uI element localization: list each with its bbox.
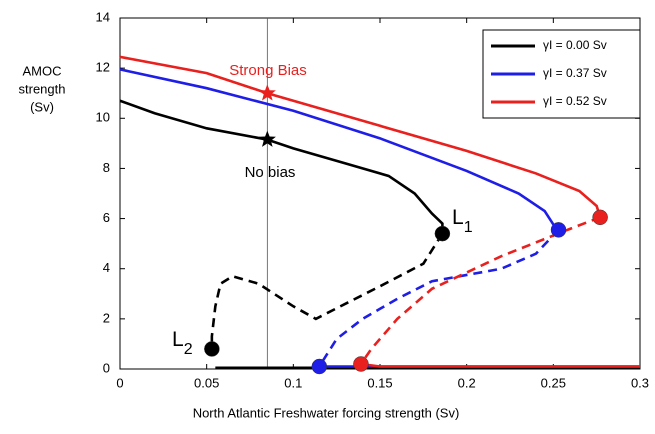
legend-label: γI = 0.37 Sv (543, 66, 607, 80)
annotation: L2 (172, 328, 193, 359)
fold-point (550, 222, 567, 238)
annotation-text: L (452, 206, 464, 229)
star-marker (258, 84, 276, 101)
annotation-text: L (172, 328, 184, 351)
curve (360, 362, 640, 368)
curve (119, 99, 444, 234)
curve (359, 216, 601, 365)
x-tick-label: 0.1 (284, 375, 302, 390)
x-axis-label: North Atlantic Freshwater forcing streng… (193, 405, 460, 420)
curve (318, 228, 560, 368)
y-axis-label: (Sv) (30, 99, 54, 114)
annotation-text: Strong Bias (229, 62, 307, 79)
y-tick-label: 0 (103, 360, 110, 375)
fold-point (204, 341, 220, 357)
y-tick-label: 4 (103, 260, 110, 275)
x-tick-label: 0.15 (367, 375, 392, 390)
annotation: L1 (452, 206, 473, 237)
x-tick-label: 0.05 (194, 375, 219, 390)
fold-point (592, 209, 608, 226)
star-marker (258, 130, 276, 147)
y-tick-label: 8 (103, 160, 110, 175)
y-tick-label: 14 (96, 9, 110, 24)
x-tick-label: 0.2 (458, 375, 476, 390)
curve (119, 68, 558, 231)
annotation-subscript: 1 (464, 219, 473, 236)
y-axis-label: AMOC (23, 63, 62, 78)
y-tick-label: 2 (103, 310, 110, 325)
x-tick-label: 0.3 (631, 375, 649, 390)
x-tick-label: 0.25 (541, 375, 566, 390)
fold-point (353, 356, 369, 372)
annotation: Strong Bias (229, 62, 307, 79)
y-axis-label: strength (19, 81, 66, 96)
annotation: No bias (245, 164, 296, 181)
annotation-subscript: 2 (184, 341, 193, 358)
y-tick-label: 6 (103, 210, 110, 225)
y-tick-label: 12 (96, 60, 110, 75)
legend-label: γI = 0.52 Sv (543, 94, 607, 108)
curve (210, 232, 444, 349)
fold-point (311, 358, 328, 375)
fold-point (434, 225, 451, 242)
y-tick-label: 10 (96, 110, 110, 125)
x-tick-label: 0 (116, 375, 123, 390)
legend-label: γI = 0.00 Sv (543, 38, 607, 52)
curve (119, 55, 602, 218)
annotation-text: No bias (245, 164, 296, 181)
